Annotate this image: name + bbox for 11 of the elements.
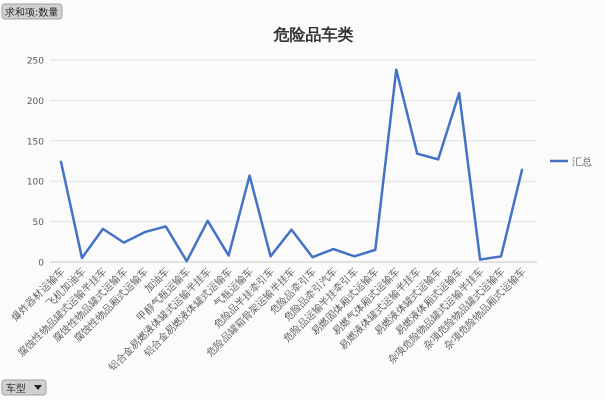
y-tick-label: 250	[26, 56, 44, 66]
legend-label: 汇总	[572, 156, 592, 168]
text: 车型	[6, 382, 26, 394]
text: 求和项:数量	[5, 6, 58, 18]
y-tick-label: 150	[26, 137, 44, 148]
y-tick-label: 200	[26, 96, 44, 107]
chart-title: 危险品车类	[272, 25, 354, 44]
y-tick-label: 100	[26, 178, 44, 188]
y-tick-label: 50	[32, 218, 44, 228]
line-series	[60, 68, 524, 262]
y-tick-label: 0	[38, 258, 44, 268]
